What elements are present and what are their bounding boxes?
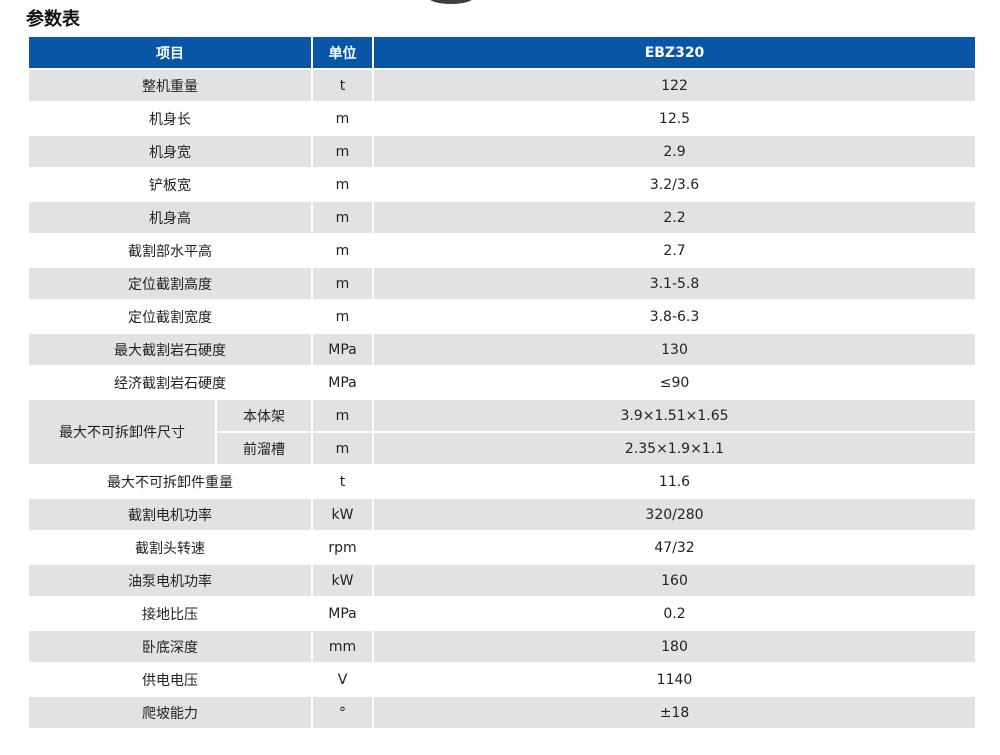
table-row: 机身长 m 12.5	[27, 101, 977, 136]
value-cell: 1140	[372, 662, 977, 697]
table-row: 定位截割高度 m 3.1-5.8	[27, 266, 977, 301]
table-row: 最大截割岩石硬度 MPa 130	[27, 332, 977, 367]
value-cell: 3.9×1.51×1.65	[372, 398, 977, 433]
header-item: 项目	[27, 37, 313, 70]
table-row: 前溜槽 m 2.35×1.9×1.1	[28, 431, 977, 466]
unit-cell: m	[311, 101, 374, 136]
item-cell: 供电电压	[27, 662, 313, 697]
value-cell: 2.2	[372, 200, 977, 235]
table-row: 机身高 m 2.2	[27, 200, 977, 235]
header-model: EBZ320	[372, 37, 977, 70]
value-cell: 2.9	[372, 134, 977, 169]
unit-cell: °	[311, 695, 374, 730]
table-header: 项目 单位 EBZ320	[27, 37, 977, 70]
item-cell: 最大截割岩石硬度	[27, 332, 313, 367]
value-cell: 180	[372, 629, 977, 664]
item-cell: 机身长	[27, 101, 313, 136]
item-cell: 截割电机功率	[27, 497, 313, 532]
item-cell: 截割头转速	[27, 530, 313, 565]
value-cell: 2.35×1.9×1.1	[372, 431, 977, 466]
item-cell: 铲板宽	[27, 167, 313, 202]
value-cell: 47/32	[372, 530, 977, 565]
table-row: 油泵电机功率 kW 160	[27, 563, 977, 598]
unit-cell: t	[311, 68, 374, 103]
value-cell: 11.6	[372, 464, 977, 499]
unit-cell: kW	[311, 563, 374, 598]
unit-cell: m	[311, 233, 374, 268]
table-row: 铲板宽 m 3.2/3.6	[27, 167, 977, 202]
table-row: 整机重量 t 122	[27, 68, 977, 103]
table-row: 卧底深度 mm 180	[27, 629, 977, 664]
unit-cell: m	[311, 134, 374, 169]
unit-cell: MPa	[311, 365, 374, 400]
table-row: 最大不可拆卸件重量 t 11.6	[27, 464, 977, 499]
merged-item-cell: 最大不可拆卸件尺寸	[27, 398, 217, 466]
item-cell: 机身宽	[27, 134, 313, 169]
unit-cell: MPa	[311, 596, 374, 631]
table-row: 爬坡能力 ° ±18	[27, 695, 977, 730]
unit-cell: m	[311, 431, 374, 466]
header-unit: 单位	[311, 37, 374, 70]
item-cell: 定位截割高度	[27, 266, 313, 301]
item-cell: 接地比压	[27, 596, 313, 631]
value-cell: ≤90	[372, 365, 977, 400]
unit-cell: MPa	[311, 332, 374, 367]
value-cell: 160	[372, 563, 977, 598]
unit-cell: m	[311, 200, 374, 235]
unit-cell: m	[311, 266, 374, 301]
unit-cell: rpm	[311, 530, 374, 565]
unit-cell: V	[311, 662, 374, 697]
decorative-shape	[428, 0, 474, 4]
value-cell: 130	[372, 332, 977, 367]
page-title: 参数表	[26, 9, 80, 30]
value-cell: 3.2/3.6	[372, 167, 977, 202]
table-row: 截割电机功率 kW 320/280	[27, 497, 977, 532]
item-cell: 机身高	[27, 200, 313, 235]
table-row: 最大不可拆卸件尺寸 本体架 m 3.9×1.51×1.65	[27, 398, 977, 466]
unit-cell: mm	[311, 629, 374, 664]
table-row: 定位截割宽度 m 3.8-6.3	[27, 299, 977, 334]
item-cell: 截割部水平高	[27, 233, 313, 268]
item-cell: 整机重量	[27, 68, 313, 103]
table-row: 接地比压 MPa 0.2	[27, 596, 977, 631]
item-cell: 油泵电机功率	[27, 563, 313, 598]
item-cell: 定位截割宽度	[27, 299, 313, 334]
item-cell: 最大不可拆卸件重量	[27, 464, 313, 499]
sub-item-cell: 前溜槽	[215, 431, 313, 466]
table-row: 机身宽 m 2.9	[27, 134, 977, 169]
value-cell: ±18	[372, 695, 977, 730]
table-row: 供电电压 V 1140	[27, 662, 977, 697]
unit-cell: t	[311, 464, 374, 499]
value-cell: 320/280	[372, 497, 977, 532]
item-cell: 爬坡能力	[27, 695, 313, 730]
unit-cell: m	[311, 398, 374, 433]
unit-cell: m	[311, 299, 374, 334]
table-row: 截割部水平高 m 2.7	[27, 233, 977, 268]
parameter-table: 项目 单位 EBZ320 整机重量 t 122 机身长 m 12.5 机身宽 m 2…	[27, 37, 977, 730]
item-cell: 经济截割岩石硬度	[27, 365, 313, 400]
value-cell: 2.7	[372, 233, 977, 268]
sub-item-cell: 本体架	[215, 398, 313, 433]
value-cell: 122	[372, 68, 977, 103]
unit-cell: kW	[311, 497, 374, 532]
item-cell: 卧底深度	[27, 629, 313, 664]
value-cell: 3.1-5.8	[372, 266, 977, 301]
table-row: 截割头转速 rpm 47/32	[27, 530, 977, 565]
table-row: 经济截割岩石硬度 MPa ≤90	[27, 365, 977, 400]
value-cell: 12.5	[372, 101, 977, 136]
value-cell: 3.8-6.3	[372, 299, 977, 334]
value-cell: 0.2	[372, 596, 977, 631]
unit-cell: m	[311, 167, 374, 202]
